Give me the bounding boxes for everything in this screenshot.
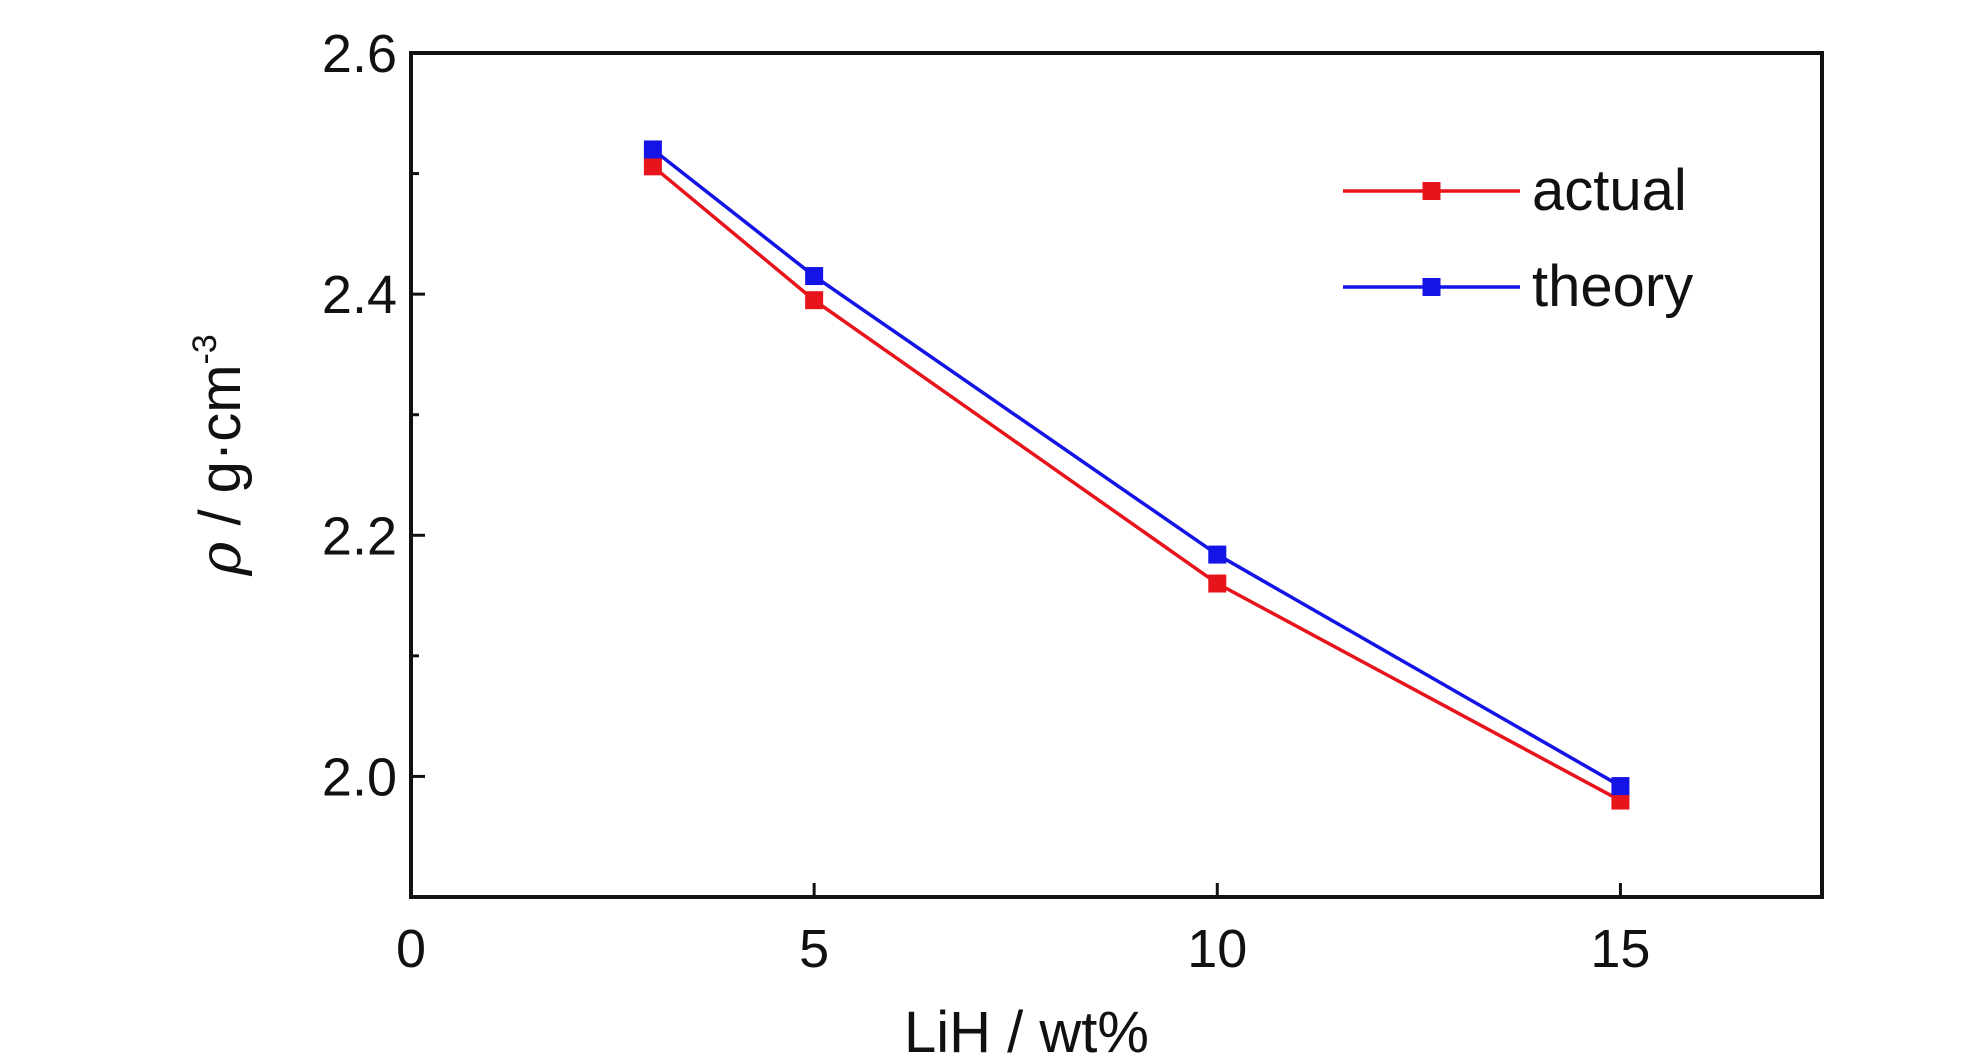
legend-label-theory: theory: [1532, 254, 1693, 319]
y-tick-label: 2.2: [322, 506, 397, 566]
legend: actual theory: [1343, 158, 1693, 319]
data-point-actual: [1611, 791, 1630, 810]
x-tick-label: 0: [396, 919, 426, 979]
y-axis-unit: / g·cm: [188, 364, 253, 541]
legend-marker-actual: [1422, 182, 1441, 200]
data-point-theory: [643, 140, 662, 159]
data-point-theory: [1208, 545, 1227, 564]
data-point-actual: [643, 157, 662, 176]
data-point-theory: [1611, 777, 1630, 796]
data-point-actual: [805, 291, 824, 310]
y-axis-symbol: ρ: [186, 542, 254, 577]
y-axis-unit-superscript: -3: [186, 334, 224, 364]
x-tick-label: 10: [1187, 919, 1247, 979]
y-tick-label: 2.6: [322, 24, 397, 84]
x-tick-label: 5: [799, 919, 829, 979]
y-axis-title: ρ / g·cm-3: [186, 334, 254, 577]
plot-frame: [409, 51, 1824, 899]
y-tick-label: 2.4: [322, 265, 397, 325]
legend-label-actual: actual: [1532, 158, 1687, 223]
plot-area: [643, 140, 1630, 810]
series-line-actual: [651, 164, 1622, 803]
axes: 0 5 10 15 2.0 2.2 2.4 2.6: [322, 24, 1824, 979]
series-line-theory: [651, 148, 1622, 788]
data-point-theory: [805, 267, 824, 286]
y-tick-label: 2.0: [322, 747, 397, 807]
x-tick-label: 15: [1590, 919, 1650, 979]
legend-marker-theory: [1422, 278, 1441, 296]
data-point-actual: [1208, 574, 1227, 593]
x-axis-title: LiH / wt%: [904, 1000, 1149, 1063]
